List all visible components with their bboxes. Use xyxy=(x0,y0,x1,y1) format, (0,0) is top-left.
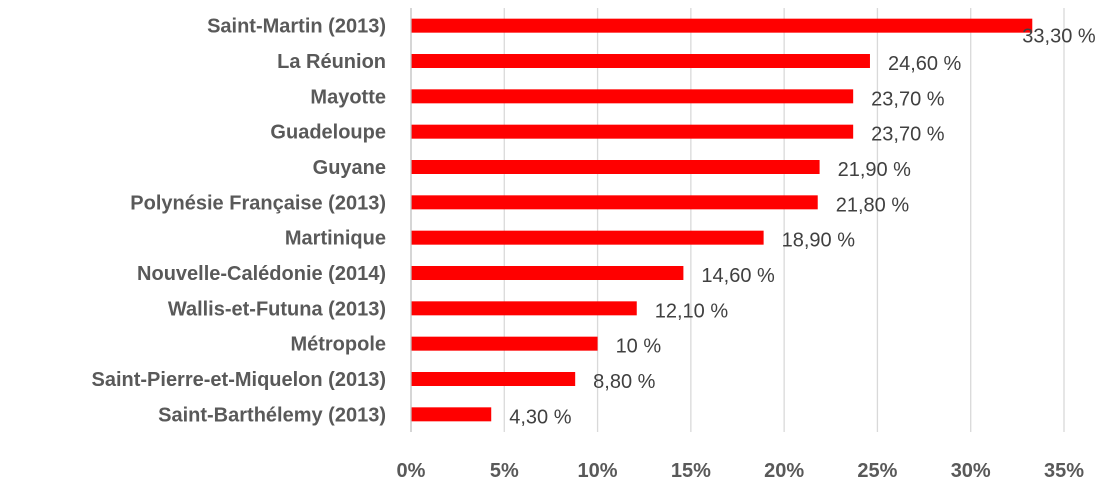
value-label: 33,30 % xyxy=(1022,26,1096,48)
value-label: 24,60 % xyxy=(888,53,962,75)
category-label: Saint-Martin (2013) xyxy=(207,16,386,38)
x-tick-label: 0% xyxy=(397,460,426,482)
x-tick-label: 10% xyxy=(578,460,618,482)
value-label: 21,80 % xyxy=(836,194,910,216)
x-tick-label: 35% xyxy=(1044,460,1084,482)
category-label: La Réunion xyxy=(277,51,386,73)
bar xyxy=(411,195,818,210)
bar xyxy=(411,160,820,174)
bar xyxy=(411,301,637,316)
category-label: Guyane xyxy=(313,157,386,179)
value-label: 23,70 % xyxy=(871,88,945,110)
bar xyxy=(411,336,598,351)
bar xyxy=(411,18,1033,33)
x-tick-label: 5% xyxy=(490,460,519,482)
bar xyxy=(411,89,854,104)
x-axis-tick-labels: 0% 5% 10% 15% 20% 25% 30% 35% xyxy=(397,460,1085,482)
category-label: Métropole xyxy=(290,334,386,356)
category-label: Polynésie Française (2013) xyxy=(130,192,386,214)
value-label: 4,30 % xyxy=(509,406,571,428)
bar xyxy=(411,266,684,280)
category-label: Nouvelle-Calédonie (2014) xyxy=(137,263,386,285)
value-label: 18,90 % xyxy=(782,230,856,252)
category-label: Saint-Pierre-et-Miquelon (2013) xyxy=(91,369,386,391)
value-label: 14,60 % xyxy=(701,265,775,287)
category-label: Saint-Barthélemy (2013) xyxy=(158,404,386,426)
category-label: Guadeloupe xyxy=(270,122,386,144)
category-label: Wallis-et-Futuna (2013) xyxy=(168,298,386,320)
value-label: 23,70 % xyxy=(871,124,945,146)
category-label: Mayotte xyxy=(310,86,386,108)
value-label: 10 % xyxy=(616,336,662,358)
value-label: 8,80 % xyxy=(593,371,655,393)
category-label: Martinique xyxy=(285,228,386,250)
value-labels: 33,30 % 24,60 % 23,70 % 23,70 % 21,90 % 21,80… xyxy=(509,26,1096,429)
bar xyxy=(411,230,764,245)
value-label: 21,90 % xyxy=(838,159,912,181)
category-labels: Saint-Martin (2013) La Réunion Mayotte Guad… xyxy=(91,16,386,427)
bar xyxy=(411,54,870,68)
bar xyxy=(411,407,492,422)
x-tick-label: 25% xyxy=(857,460,897,482)
bar xyxy=(411,372,576,386)
x-tick-label: 15% xyxy=(671,460,711,482)
bar xyxy=(411,124,854,139)
gridlines xyxy=(503,8,1065,432)
x-tick-label: 20% xyxy=(764,460,804,482)
x-tick-label: 30% xyxy=(951,460,991,482)
value-label: 12,10 % xyxy=(655,300,729,322)
bars xyxy=(411,18,1033,422)
